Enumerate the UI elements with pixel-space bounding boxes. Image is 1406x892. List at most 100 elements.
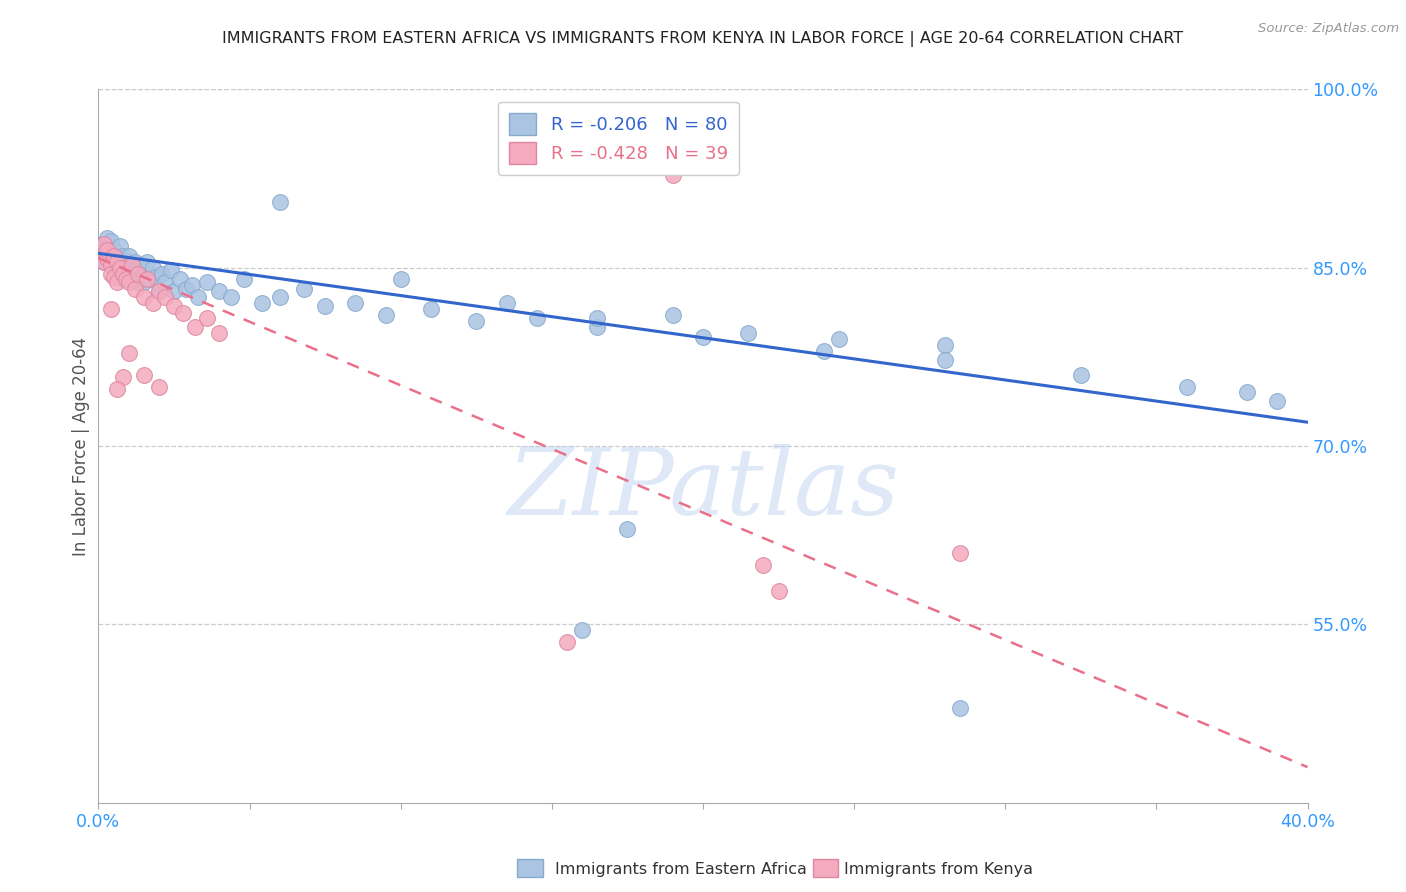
Point: [108, 260, 131, 275]
Point: [105, 267, 128, 281]
Point: [132, 290, 155, 304]
Point: [121, 258, 143, 272]
Point: [90, 246, 112, 260]
Point: [208, 326, 231, 340]
Point: [148, 379, 170, 393]
Legend: R = -0.206   N = 80, R = -0.428   N = 39: R = -0.206 N = 80, R = -0.428 N = 39: [498, 102, 738, 175]
Point: [813, 343, 835, 358]
Point: [949, 700, 972, 714]
Point: [127, 267, 149, 281]
Point: [737, 326, 759, 340]
Point: [374, 308, 396, 322]
Point: [132, 275, 155, 289]
Point: [135, 254, 157, 268]
Point: [145, 270, 167, 285]
Point: [103, 254, 125, 268]
Point: [150, 267, 173, 281]
Point: [174, 282, 197, 296]
Point: [752, 558, 775, 572]
Point: [111, 260, 134, 275]
Point: [111, 272, 134, 286]
Point: [93, 236, 115, 251]
Text: Source: ZipAtlas.com: Source: ZipAtlas.com: [1258, 22, 1399, 36]
Point: [96, 231, 118, 245]
Point: [100, 246, 122, 260]
Point: [118, 267, 141, 281]
Point: [103, 243, 125, 257]
Point: [292, 282, 315, 296]
Point: [108, 254, 131, 268]
Point: [221, 290, 243, 304]
Point: [571, 624, 593, 638]
Point: [768, 584, 790, 599]
Point: [662, 168, 685, 182]
Point: [111, 267, 134, 281]
Text: IMMIGRANTS FROM EASTERN AFRICA VS IMMIGRANTS FROM KENYA IN LABOR FORCE | AGE 20-: IMMIGRANTS FROM EASTERN AFRICA VS IMMIGR…: [222, 31, 1184, 47]
Point: [127, 275, 149, 289]
Point: [96, 243, 118, 257]
Text: Immigrants from Eastern Africa: Immigrants from Eastern Africa: [555, 863, 807, 877]
Point: [121, 258, 143, 272]
Point: [105, 382, 128, 396]
Point: [108, 239, 131, 253]
Point: [105, 275, 128, 289]
Point: [662, 308, 685, 322]
Point: [1175, 379, 1198, 393]
Point: [114, 254, 136, 268]
Point: [93, 254, 115, 268]
Point: [269, 195, 291, 210]
Point: [142, 296, 165, 310]
Point: [124, 267, 146, 281]
Text: Immigrants from Kenya: Immigrants from Kenya: [844, 863, 1032, 877]
Point: [114, 272, 136, 286]
Point: [232, 272, 254, 286]
Point: [586, 310, 609, 325]
Point: [100, 235, 122, 249]
Point: [96, 251, 118, 265]
Point: [114, 263, 136, 277]
Point: [163, 299, 186, 313]
Text: ZIPatlas: ZIPatlas: [508, 444, 898, 533]
Point: [139, 272, 162, 286]
Point: [135, 272, 157, 286]
Point: [148, 285, 170, 299]
Point: [124, 254, 146, 268]
Point: [389, 272, 412, 286]
Point: [160, 263, 183, 277]
Point: [934, 338, 956, 352]
Point: [108, 251, 131, 265]
Point: [169, 272, 191, 286]
Point: [132, 368, 155, 382]
Point: [96, 251, 118, 265]
Point: [118, 275, 141, 289]
Point: [1070, 368, 1092, 382]
Point: [111, 370, 134, 384]
Point: [172, 306, 194, 320]
Point: [250, 296, 273, 310]
Point: [105, 249, 128, 263]
Point: [692, 329, 714, 343]
Point: [949, 546, 972, 560]
Point: [1236, 385, 1258, 400]
Point: [934, 353, 956, 368]
Point: [195, 275, 218, 289]
Point: [181, 278, 204, 293]
Point: [105, 258, 128, 272]
Point: [153, 275, 176, 289]
Point: [314, 299, 336, 313]
Point: [111, 249, 134, 263]
Point: [118, 249, 141, 263]
Point: [184, 320, 207, 334]
Point: [142, 260, 165, 275]
Point: [103, 260, 125, 275]
Point: [100, 267, 122, 281]
Point: [129, 258, 152, 272]
Point: [526, 310, 548, 325]
Point: [127, 260, 149, 275]
Point: [163, 285, 186, 299]
Point: [124, 282, 146, 296]
Point: [555, 635, 578, 649]
Point: [100, 251, 122, 265]
Point: [105, 254, 128, 268]
Point: [118, 346, 141, 360]
